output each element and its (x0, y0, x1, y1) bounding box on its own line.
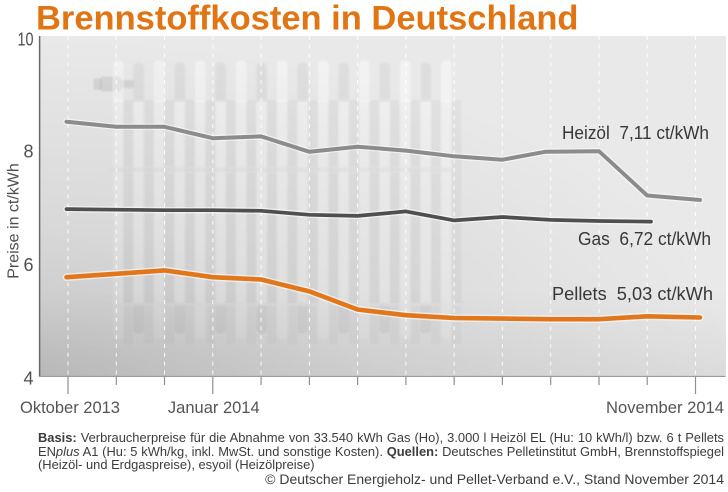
svg-text:Brennstoffkosten in Deutschlan: Brennstoffkosten in Deutschland (36, 0, 578, 38)
svg-text:10: 10 (18, 30, 34, 50)
svg-text:Heizöl 7,11 ct/kWh: Heizöl 7,11 ct/kWh (562, 123, 709, 143)
svg-text:6: 6 (23, 255, 33, 275)
svg-text:November 2014: November 2014 (606, 399, 724, 417)
svg-text:4: 4 (23, 368, 33, 388)
svg-text:Oktober 2013: Oktober 2013 (20, 399, 120, 417)
svg-text:8: 8 (23, 142, 33, 162)
svg-text:Preise in ct/kWh: Preise in ct/kWh (5, 163, 22, 279)
svg-text:Pellets 5,03 ct/kWh: Pellets 5,03 ct/kWh (552, 284, 713, 304)
svg-text:Gas 6,72 ct/kWh: Gas 6,72 ct/kWh (578, 229, 711, 249)
svg-text:Januar 2014: Januar 2014 (168, 399, 260, 417)
